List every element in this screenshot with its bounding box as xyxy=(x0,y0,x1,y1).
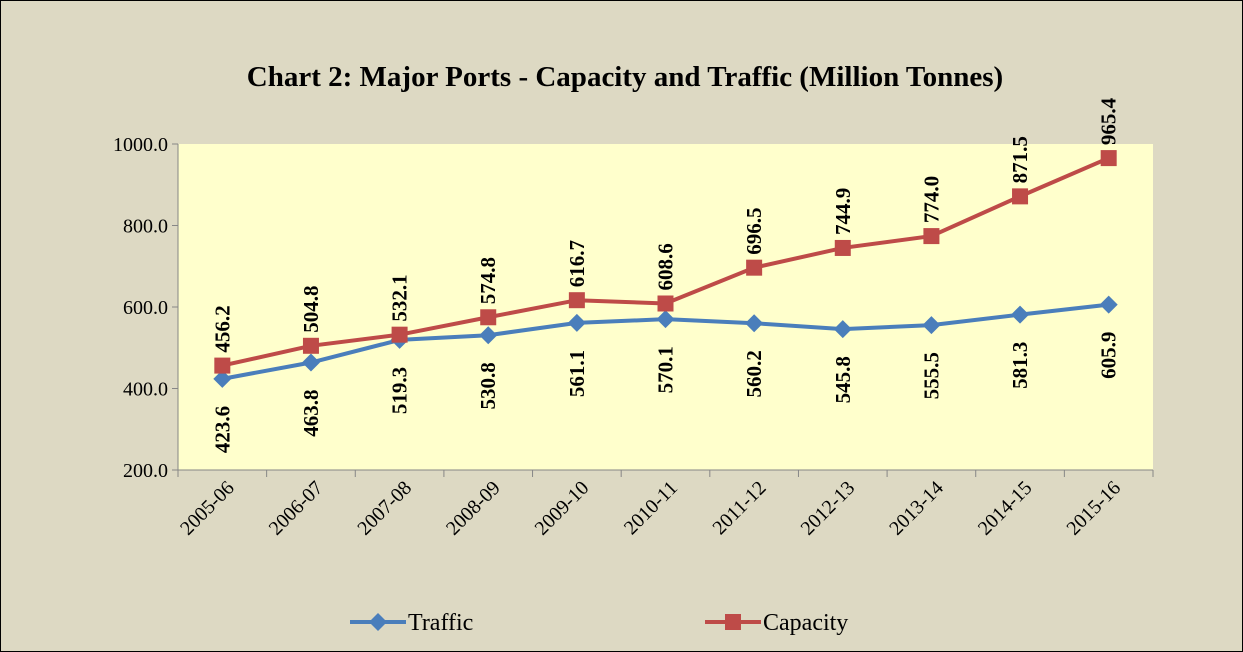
data-label: 423.6 xyxy=(210,406,234,453)
data-label: 545.8 xyxy=(831,356,855,403)
data-point xyxy=(214,357,231,374)
data-point xyxy=(391,326,408,343)
data-point xyxy=(479,326,498,345)
data-point xyxy=(1011,305,1030,324)
data-point xyxy=(1100,150,1117,167)
data-label: 519.3 xyxy=(388,367,412,414)
data-label: 965.4 xyxy=(1097,97,1121,145)
data-label: 608.6 xyxy=(654,243,678,290)
data-label: 532.1 xyxy=(388,274,412,321)
data-point xyxy=(922,316,941,335)
data-label: 560.2 xyxy=(742,350,766,397)
data-point xyxy=(657,295,674,312)
data-point xyxy=(213,369,232,388)
data-point xyxy=(833,320,852,339)
data-point xyxy=(745,314,764,333)
data-label: 574.8 xyxy=(476,257,500,304)
data-point xyxy=(301,353,320,372)
data-label: 504.8 xyxy=(299,286,323,333)
legend-marker xyxy=(725,614,741,630)
y-tick-label: 600.0 xyxy=(123,297,168,319)
data-point xyxy=(302,337,319,354)
data-label: 570.1 xyxy=(654,346,678,393)
data-label: 871.5 xyxy=(1008,136,1032,183)
data-point xyxy=(480,309,497,326)
data-label: 456.2 xyxy=(210,305,234,352)
chart-title: Chart 2: Major Ports - Capacity and Traf… xyxy=(247,61,1003,93)
y-tick-label: 800.0 xyxy=(123,216,168,238)
data-label: 696.5 xyxy=(742,207,766,254)
data-label: 463.8 xyxy=(299,390,323,437)
legend-label: Traffic xyxy=(408,610,473,636)
data-label: 561.1 xyxy=(565,350,589,397)
data-point xyxy=(1012,188,1029,205)
data-label: 530.8 xyxy=(476,362,500,409)
data-point xyxy=(656,310,675,329)
data-label: 581.3 xyxy=(1008,342,1032,389)
data-label: 616.7 xyxy=(565,240,589,287)
data-point xyxy=(1099,295,1118,314)
y-tick-label: 400.0 xyxy=(123,379,168,401)
data-point xyxy=(834,239,851,256)
data-label: 605.9 xyxy=(1097,332,1121,379)
data-point xyxy=(567,313,586,332)
data-point xyxy=(568,292,585,309)
data-label: 744.9 xyxy=(831,188,855,235)
data-label: 555.5 xyxy=(919,352,943,399)
legend-marker xyxy=(369,613,387,631)
data-point xyxy=(746,259,763,276)
data-point xyxy=(923,228,940,245)
data-label: 774.0 xyxy=(919,176,943,223)
y-tick-label: 1000.0 xyxy=(113,134,168,156)
y-tick-label: 200.0 xyxy=(123,460,168,482)
legend-label: Capacity xyxy=(763,610,848,636)
